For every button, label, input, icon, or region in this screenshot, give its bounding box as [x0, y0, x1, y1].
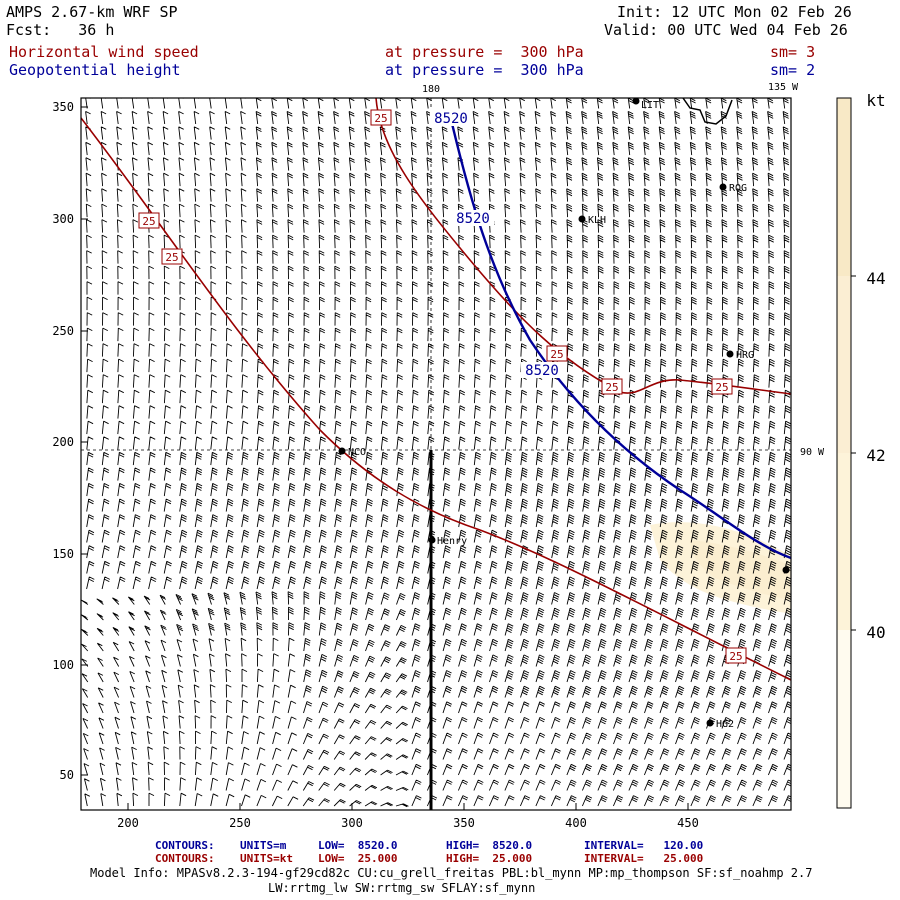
- wind-label: 25: [550, 348, 563, 361]
- height-label: 8520: [525, 363, 559, 379]
- x-tick-label: 250: [229, 816, 251, 830]
- y-tick-label: 50: [60, 768, 74, 782]
- station-rog: ROG: [719, 183, 747, 194]
- wind-contour-25-south: [81, 117, 791, 681]
- wind-label: 25: [715, 381, 728, 394]
- station-hg2: HG2: [706, 719, 734, 730]
- x-tick-label: 200: [117, 816, 139, 830]
- contour1-label: CONTOURS:: [155, 839, 215, 852]
- y-tick-label: 100: [52, 658, 74, 672]
- model-info-physics: LW:rrtmg_lw SW:rrtmg_sw SFLAY:sf_mynn: [268, 881, 536, 895]
- contour2-units: UNITS=kt: [240, 852, 293, 865]
- field2-name: Geopotential height: [9, 61, 181, 79]
- model-info: Model Info: MPASv8.2.3-194-gf29cd82c CU:…: [90, 866, 813, 880]
- colorbar-label-44: 44: [866, 269, 885, 288]
- wind-label: 25: [165, 251, 178, 264]
- colorbar-unit: kt: [866, 91, 885, 110]
- y-tick-label: 150: [52, 547, 74, 561]
- station-nco: NCO: [338, 447, 366, 458]
- wind-label: 25: [142, 215, 155, 228]
- wind-contour-25-north: [375, 98, 791, 395]
- y-tick-label: 250: [52, 324, 74, 338]
- height-contour-labels: 8520 8520 8520: [430, 110, 563, 379]
- lon-135w-label: 135 W: [768, 82, 799, 93]
- station-hrg: HRG: [726, 350, 754, 361]
- lon-90w-label: 90 W: [800, 447, 825, 458]
- wind-barbs: [81, 98, 791, 808]
- init-time: Init: 12 UTC Mon 02 Feb 26: [617, 3, 852, 21]
- wind-label: 25: [605, 381, 618, 394]
- svg-text:Henry: Henry: [437, 536, 467, 547]
- station-henry: Henry: [428, 536, 467, 547]
- plot-frame: [80, 97, 792, 811]
- height-contour-8520: [448, 114, 791, 560]
- field2-smoothing: sm= 2: [770, 61, 816, 79]
- x-axis-labels: 200 250 300 350 400 450: [117, 816, 699, 830]
- lon-180-label: 180: [422, 84, 440, 95]
- wind-label: 25: [729, 650, 742, 663]
- station-edge: [782, 566, 790, 574]
- field1-name: Horizontal wind speed: [9, 43, 199, 61]
- y-tick-label: 200: [52, 435, 74, 449]
- x-tick-label: 350: [453, 816, 475, 830]
- station-klh: KLH: [578, 215, 606, 226]
- svg-text:HRG: HRG: [736, 350, 754, 361]
- svg-text:KLH: KLH: [588, 215, 606, 226]
- wind-barb-paths: [81, 98, 791, 808]
- svg-text:NCO: NCO: [348, 447, 366, 458]
- contour2-low: LOW= 25.000: [318, 852, 398, 865]
- y-tick-label: 350: [52, 100, 74, 114]
- station-lit: LIT: [632, 97, 659, 111]
- colorbar: kt 44 42 40: [836, 91, 886, 809]
- field1-smoothing: sm= 3: [770, 43, 816, 61]
- valid-time: Valid: 00 UTC Wed 04 Feb 26: [604, 21, 848, 39]
- y-tick-label: 300: [52, 212, 74, 226]
- coastline: [682, 98, 733, 125]
- contour1-interval: INTERVAL= 120.00: [584, 839, 704, 852]
- x-tick-label: 450: [677, 816, 699, 830]
- height-label: 8520: [456, 211, 490, 227]
- model-title: AMPS 2.67-km WRF SP: [6, 3, 178, 21]
- wind-label: 25: [374, 112, 387, 125]
- colorbar-label-40: 40: [866, 623, 885, 642]
- field2-level: at pressure = 300 hPa: [385, 61, 584, 79]
- field1-level: at pressure = 300 hPa: [385, 43, 584, 61]
- contour1-high: HIGH= 8520.0: [446, 839, 533, 852]
- forecast-hour: Fcst: 36 h: [6, 21, 115, 39]
- contour2-high: HIGH= 25.000: [446, 852, 533, 865]
- svg-text:LIT: LIT: [641, 100, 659, 111]
- colorbar-label-42: 42: [866, 446, 885, 465]
- svg-text:HG2: HG2: [716, 719, 734, 730]
- y-axis-labels: 350 300 250 200 150 100 50: [52, 100, 74, 782]
- contour2-label: CONTOURS:: [155, 852, 215, 865]
- x-tick-label: 300: [341, 816, 363, 830]
- contour1-low: LOW= 8520.0: [318, 839, 398, 852]
- axis-ticks: [81, 106, 689, 810]
- contour2-interval: INTERVAL= 25.000: [584, 852, 704, 865]
- x-tick-label: 400: [565, 816, 587, 830]
- contour1-units: UNITS=m: [240, 839, 287, 852]
- stations: ROG KLH HRG NCO Henry HG2 LIT: [338, 97, 790, 730]
- wind-speed-shading: [650, 522, 791, 614]
- wind-contour-labels: 25 25 25 25 25 25 25: [138, 109, 747, 664]
- svg-text:ROG: ROG: [729, 183, 747, 194]
- height-label: 8520: [434, 111, 468, 127]
